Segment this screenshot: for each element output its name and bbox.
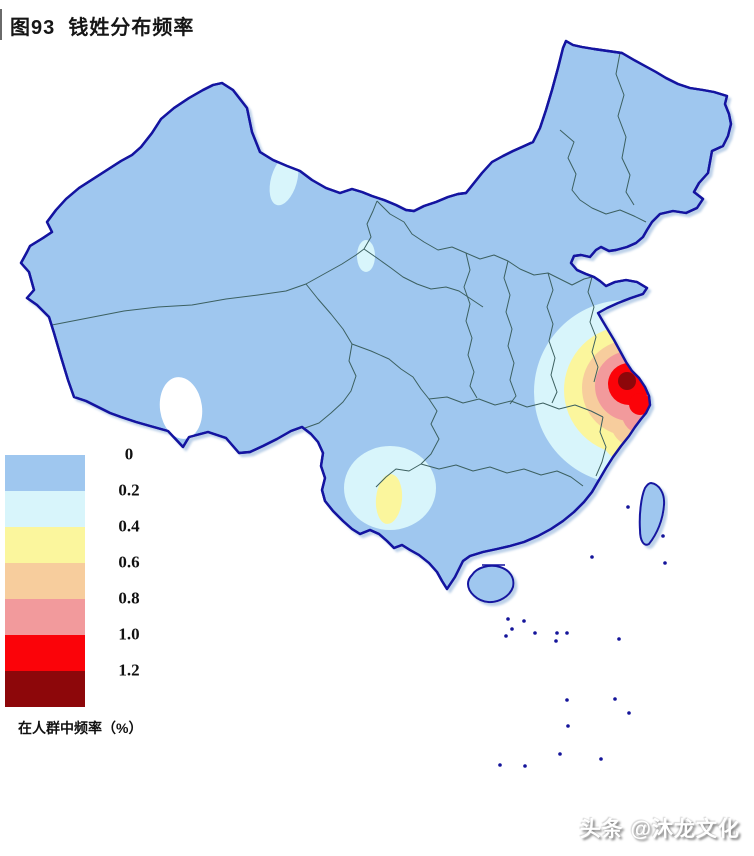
cyan-patch-central (357, 240, 375, 272)
legend-label-4: 0.8 (118, 588, 140, 608)
legend-swatch-4 (5, 599, 85, 635)
legend-row: 1.2 (5, 661, 195, 707)
province-borders (51, 52, 647, 488)
legend-swatch-3 (5, 563, 85, 599)
watermark: 头条 @沐龙文化 (579, 818, 740, 841)
scan-edge-artifact (0, 9, 2, 40)
legend-label-5: 1.0 (118, 624, 140, 644)
legend-label-1: 0.2 (118, 480, 140, 500)
legend-row: 0.4 (5, 517, 195, 563)
legend-row: 0 (5, 445, 195, 491)
legend-swatch-2 (5, 527, 85, 563)
legend-row: 1.0 (5, 625, 195, 671)
hotspot-core-darkred (618, 372, 636, 390)
legend-swatch-5 (5, 635, 85, 671)
legend-label-2: 0.4 (118, 516, 140, 536)
legend-caption: 在人群中频率（%） (18, 720, 143, 736)
legend-swatch-0 (5, 455, 85, 491)
south-sea-island-dots (498, 505, 667, 768)
legend-row: 0.8 (5, 589, 195, 635)
legend-swatch-6 (5, 671, 85, 707)
hainan-island (466, 564, 515, 604)
legend: 0 0.2 0.4 0.6 0.8 1.0 1.2 (5, 445, 195, 707)
legend-label-0: 0 (124, 444, 134, 464)
legend-row: 0.2 (5, 481, 195, 527)
hotspot-ring-red-south (629, 393, 651, 415)
legend-swatch-1 (5, 491, 85, 527)
zero-patch-west (159, 377, 203, 439)
taiwan-island (638, 481, 666, 546)
legend-label-6: 1.2 (118, 660, 140, 680)
legend-row: 0.6 (5, 553, 195, 599)
legend-label-3: 0.6 (118, 552, 140, 572)
page-title: 图93 钱姓分布频率 (10, 17, 195, 39)
yellow-core-southwest (375, 474, 403, 524)
